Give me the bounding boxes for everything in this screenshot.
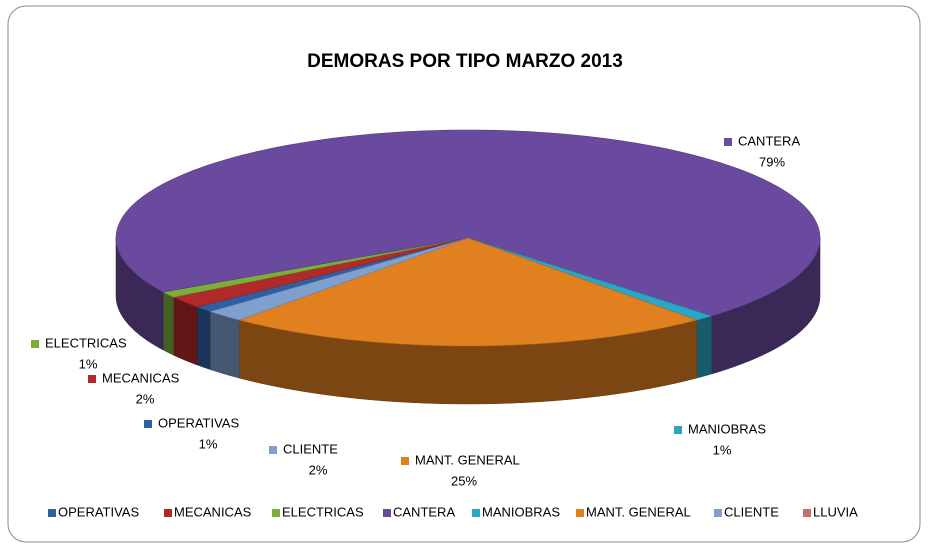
data-label-marker	[401, 457, 409, 465]
data-label-name: MANIOBRAS	[688, 421, 766, 436]
data-label-marker	[88, 375, 96, 383]
pie-slice-side	[173, 296, 198, 366]
data-label-marker	[724, 138, 732, 146]
data-label-value: 1%	[713, 442, 732, 457]
data-label-value: 2%	[309, 462, 328, 477]
data-label-marker	[674, 426, 682, 434]
data-label-name: MANT. GENERAL	[415, 452, 520, 467]
chart-title: DEMORAS POR TIPO MARZO 2013	[307, 51, 623, 72]
pie-tops	[115, 129, 821, 347]
data-label-name: MECANICAS	[102, 370, 180, 385]
data-label-marker	[144, 420, 152, 428]
pie-slice-side	[162, 291, 174, 356]
legend-swatch	[803, 509, 811, 517]
data-label-value: 79%	[759, 154, 785, 169]
data-label-name: OPERATIVAS	[158, 415, 239, 430]
legend-swatch	[383, 509, 391, 517]
legend-label: MANIOBRAS	[482, 504, 560, 519]
legend-label: OPERATIVAS	[58, 504, 139, 519]
legend-label: LLUVIA	[813, 504, 858, 519]
legend-label: CANTERA	[393, 504, 455, 519]
pie-slice	[172, 237, 469, 308]
data-label-value: 2%	[136, 391, 155, 406]
pie-slice-side	[197, 306, 211, 370]
legend-swatch	[48, 509, 56, 517]
legend-swatch	[576, 509, 584, 517]
pie-slice	[209, 237, 469, 321]
data-label-value: 25%	[451, 473, 477, 488]
legend-swatch	[272, 509, 280, 517]
data-label-name: CLIENTE	[283, 441, 338, 456]
data-label-name: ELECTRICAS	[45, 335, 127, 350]
data-label-name: CANTERA	[738, 133, 800, 148]
data-label-marker	[269, 446, 277, 454]
pie-slice	[115, 129, 821, 317]
legend-label: ELECTRICAS	[282, 504, 364, 519]
legend-label: MECANICAS	[174, 504, 252, 519]
legend-swatch	[472, 509, 480, 517]
legend-label: MANT. GENERAL	[586, 504, 691, 519]
data-label-value: 1%	[199, 436, 218, 451]
data-label-marker	[31, 340, 39, 348]
pie-slice-side	[210, 311, 240, 379]
data-label-value: 1%	[79, 356, 98, 371]
legend-swatch	[714, 509, 722, 517]
pie-slice	[238, 237, 698, 347]
legend-swatch	[164, 509, 172, 517]
legend-label: CLIENTE	[724, 504, 779, 519]
pie-slice-side	[696, 315, 712, 379]
